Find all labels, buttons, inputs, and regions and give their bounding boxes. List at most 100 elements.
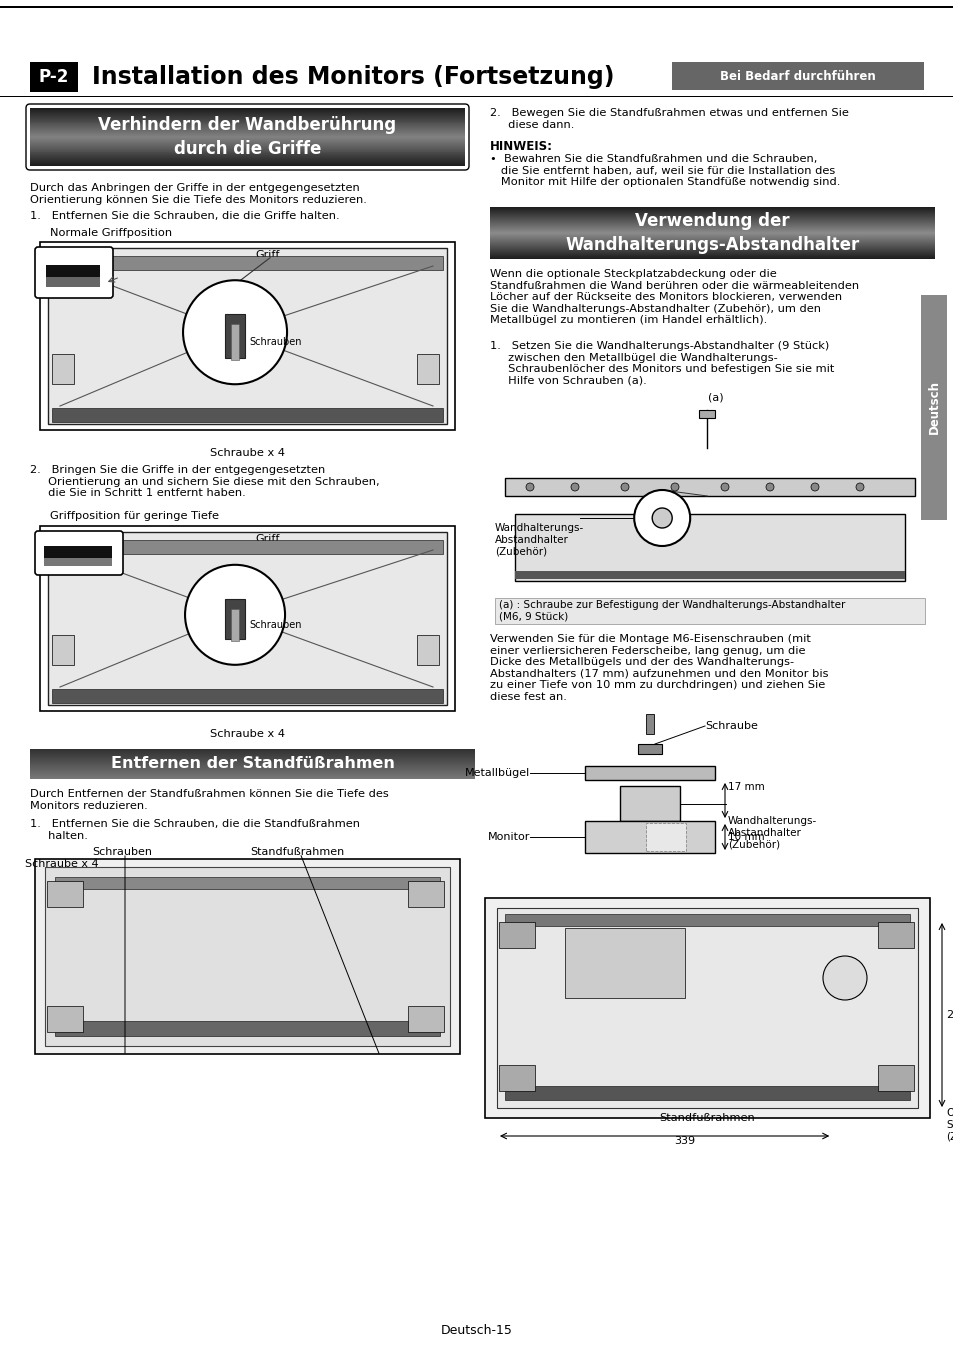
Text: Griff: Griff [255,250,280,261]
Circle shape [855,483,863,491]
Bar [30,144,464,146]
Bar [30,155,464,157]
Bar [30,142,464,143]
Text: (a): (a) [707,393,722,404]
Bar [47,1006,83,1031]
Bar [231,609,239,641]
Bar [44,545,112,566]
Bar [30,136,464,138]
Bar [30,123,464,124]
Bar [30,139,464,140]
Bar [44,558,112,566]
Text: 1.   Setzen Sie die Wandhalterungs-Abstandhalter (9 Stück)
     zwischen den Met: 1. Setzen Sie die Wandhalterungs-Abstand… [490,342,834,386]
Bar [52,540,442,553]
Bar [30,122,464,123]
Text: Verhindern der Wandberührung
durch die Griffe: Verhindern der Wandberührung durch die G… [98,116,396,158]
Text: Metallbügel: Metallbügel [464,768,530,778]
Text: 1.   Entfernen Sie die Schrauben, die die Standfußrahmen
     halten.: 1. Entfernen Sie die Schrauben, die die … [30,819,359,841]
Text: Schraube: Schraube [704,721,757,730]
Bar [30,128,464,130]
Bar [52,408,442,423]
Bar [30,126,464,127]
Bar [504,478,914,495]
Bar [30,147,464,148]
Circle shape [765,483,773,491]
Text: Verwendung der
Wandhalterungs-Abstandhalter: Verwendung der Wandhalterungs-Abstandhal… [565,212,859,255]
Bar [30,139,464,140]
Circle shape [670,483,679,491]
Text: Deutsch-15: Deutsch-15 [440,1323,513,1336]
Text: 1.   Entfernen Sie die Schrauben, die die Griffe halten.: 1. Entfernen Sie die Schrauben, die die … [30,211,339,221]
Bar [30,108,464,109]
Bar [484,898,929,1118]
Bar [30,134,464,135]
Text: Wenn die optionale Steckplatzabdeckung oder die
Standfußrahmen die Wand berühren: Wenn die optionale Steckplatzabdeckung o… [490,269,859,325]
Bar [30,162,464,165]
Text: 339: 339 [674,1135,695,1146]
Bar [504,914,909,926]
Circle shape [720,483,728,491]
Text: Griff: Griff [255,535,280,544]
Bar [30,157,464,158]
Bar [30,138,464,139]
Text: (a) : Schraube zur Befestigung der Wandhalterungs-Abstandhalter
(M6, 9 Stück): (a) : Schraube zur Befestigung der Wandh… [498,601,844,622]
Bar [515,571,904,579]
Bar [46,277,100,288]
Text: Wandhalterungs-
Abstandhalter
(Zubehör): Wandhalterungs- Abstandhalter (Zubehör) [727,815,817,849]
Bar [504,1085,909,1100]
Bar [515,514,904,580]
Bar [30,163,464,165]
Bar [638,744,661,755]
Text: 276: 276 [945,1010,953,1021]
Text: Schrauben: Schrauben [249,338,301,347]
Bar [30,62,78,92]
Bar [619,786,679,821]
Bar [30,162,464,163]
Circle shape [571,483,578,491]
Bar [30,131,464,132]
Text: Bei Bedarf durchführen: Bei Bedarf durchführen [720,69,875,82]
Text: HINWEIS:: HINWEIS: [490,140,553,153]
Bar [52,634,74,666]
Text: 2.   Bewegen Sie die Standfußrahmen etwas und entfernen Sie
     diese dann.: 2. Bewegen Sie die Standfußrahmen etwas … [490,108,848,130]
Text: Griffposition für geringe Tiefe: Griffposition für geringe Tiefe [50,512,219,521]
Bar [231,324,239,360]
Bar [30,109,464,111]
Bar [497,909,917,1108]
Bar [225,599,245,639]
Text: Schraube x 4: Schraube x 4 [25,859,98,869]
Bar [30,124,464,126]
Bar [30,154,464,155]
Bar [30,148,464,151]
Bar [495,598,924,624]
Bar [564,927,684,998]
Bar [30,117,464,119]
Bar [0,5,953,8]
Bar [30,132,464,134]
Text: Durch das Anbringen der Griffe in der entgegengesetzten
Orientierung können Sie : Durch das Anbringen der Griffe in der en… [30,184,367,205]
Bar [920,296,946,520]
Bar [645,714,654,734]
Bar [30,153,464,154]
Circle shape [525,483,534,491]
Bar [225,315,245,358]
Text: Durch Entfernen der Standfußrahmen können Sie die Tiefe des
Monitors reduzieren.: Durch Entfernen der Standfußrahmen könne… [30,788,388,810]
Bar [30,128,464,130]
Text: Wandhalterungs-
Abstandhalter
(Zubehör): Wandhalterungs- Abstandhalter (Zubehör) [495,522,583,556]
Bar [30,115,464,116]
Bar [30,165,464,166]
Bar [30,159,464,161]
Bar [30,150,464,151]
Bar [30,115,464,116]
Text: Monitor: Monitor [487,832,530,842]
Bar [52,688,442,703]
Bar [46,265,100,288]
Circle shape [652,508,672,528]
Bar [35,859,459,1054]
Bar [55,1021,439,1035]
Bar [30,130,464,131]
Bar [52,354,74,383]
Bar [0,96,953,97]
Bar [30,116,464,117]
Bar [584,821,714,853]
